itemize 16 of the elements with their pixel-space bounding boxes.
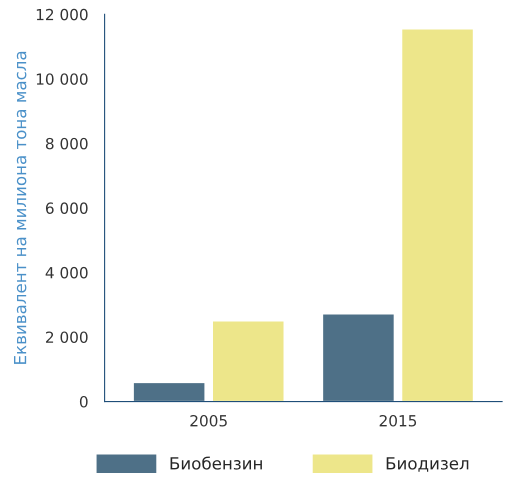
legend-label: Биодизел bbox=[386, 457, 468, 472]
y-tick-label: 12 000 bbox=[36, 8, 88, 20]
y-tick-label: 6 000 bbox=[46, 202, 88, 214]
y-tick-label: 4 000 bbox=[46, 266, 88, 278]
y-axis-title: Еквивалент на милиона тона масла bbox=[14, 52, 26, 364]
y-tick-label: 10 000 bbox=[36, 73, 88, 85]
bar bbox=[322, 313, 396, 402]
bar bbox=[212, 320, 285, 402]
bar bbox=[132, 382, 206, 402]
y-tick-label: 2 000 bbox=[46, 331, 88, 344]
bar bbox=[400, 28, 474, 402]
y-tick-label: 8 000 bbox=[46, 138, 88, 150]
legend-label: Биобензин bbox=[170, 456, 262, 470]
x-tick-label: 2015 bbox=[380, 414, 416, 427]
x-tick-label: 2005 bbox=[190, 414, 227, 427]
y-tick-label: 0 bbox=[80, 396, 88, 408]
